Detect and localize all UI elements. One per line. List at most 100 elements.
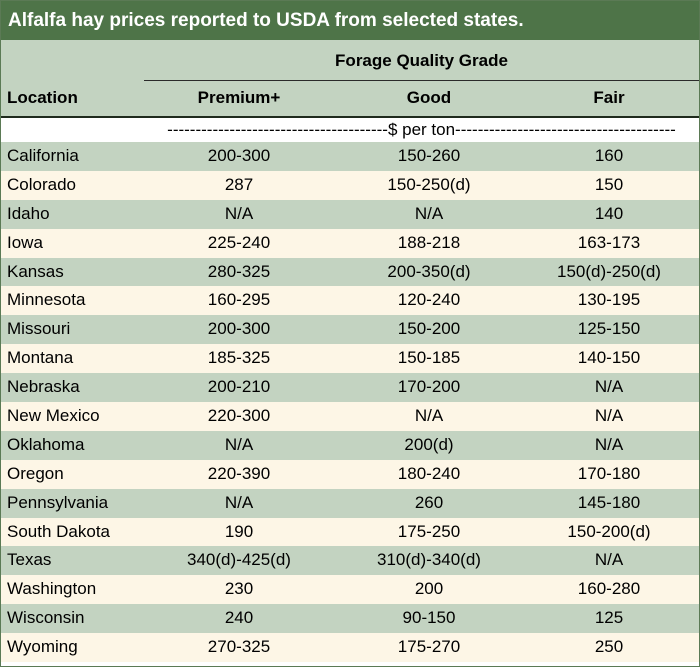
location-cell: California xyxy=(7,146,79,165)
fair-cell: N/A xyxy=(594,434,624,454)
premium-cell: N/A xyxy=(224,492,254,512)
table-header: Forage Quality Grade Location Premium+ G… xyxy=(1,40,699,118)
fair-cell: 150-200(d) xyxy=(567,521,651,541)
table-row: California 200-300 150-260 160 xyxy=(1,142,699,171)
premium-cell: 220-300 xyxy=(207,406,271,426)
fair-column-header: Fair xyxy=(593,88,625,107)
fair-cell: 163-173 xyxy=(577,232,641,252)
table-row: Wisconsin 240 90-150 125 xyxy=(1,604,699,634)
fair-cell: 160-280 xyxy=(577,579,641,599)
location-cell: Colorado xyxy=(7,174,76,194)
fair-cell: 150 xyxy=(594,174,624,194)
table-row: Idaho N/A N/A 140 xyxy=(1,199,699,229)
table-row: Wyoming 270-325 175-270 250 xyxy=(1,633,699,663)
good-cell: 310(d)-340(d) xyxy=(377,550,481,570)
fair-cell: 160 xyxy=(594,146,624,165)
fair-cell: 150(d)-250(d) xyxy=(557,261,661,281)
table-row: Iowa 225-240 188-218 163-173 xyxy=(1,228,699,258)
table-row: Missouri 200-300 150-200 125-150 xyxy=(1,315,699,345)
table-row: Nebraska 200-210 170-200 N/A xyxy=(1,373,699,403)
good-cell: 120-240 xyxy=(397,290,461,310)
good-cell: 200 xyxy=(414,579,444,599)
units-label: ---------------------------------------$… xyxy=(167,120,676,139)
good-cell: 175-270 xyxy=(397,637,461,657)
premium-cell: N/A xyxy=(224,203,254,223)
fair-cell: N/A xyxy=(594,550,624,570)
fair-cell: 140-150 xyxy=(577,348,641,368)
good-column-header: Good xyxy=(406,88,452,107)
location-cell: Minnesota xyxy=(7,290,86,310)
premium-cell: 280-325 xyxy=(207,261,271,281)
fair-cell: 125 xyxy=(594,608,624,628)
premium-cell: 220-390 xyxy=(207,463,271,483)
premium-cell: 270-325 xyxy=(207,637,271,657)
location-cell: Idaho xyxy=(7,203,50,223)
location-cell: Missouri xyxy=(7,319,71,339)
table-title: Alfalfa hay prices reported to USDA from… xyxy=(1,1,699,40)
location-cell: Wisconsin xyxy=(7,608,85,628)
forage-quality-grade-label: Forage Quality Grade xyxy=(335,51,508,70)
fair-cell: N/A xyxy=(594,377,624,397)
good-cell: 200(d) xyxy=(404,434,454,454)
header-divider-line xyxy=(144,80,699,81)
table-row: New Mexico 220-300 N/A N/A xyxy=(1,402,699,431)
good-cell: 175-250 xyxy=(397,521,461,541)
premium-cell: 160-295 xyxy=(207,290,271,310)
location-column-header: Location xyxy=(7,88,78,107)
location-cell: South Dakota xyxy=(7,521,111,541)
good-cell: 188-218 xyxy=(397,232,461,252)
units-row: ---------------------------------------$… xyxy=(1,118,699,142)
location-cell: Oregon xyxy=(7,463,64,483)
table-row: Minnesota 160-295 120-240 130-195 xyxy=(1,286,699,316)
location-cell: Wyoming xyxy=(7,637,78,657)
fair-cell: 125-150 xyxy=(577,319,641,339)
table-row: Pennsylvania N/A 260 145-180 xyxy=(1,488,699,518)
location-cell: Iowa xyxy=(7,232,43,252)
good-cell: 200-350(d) xyxy=(387,261,471,281)
good-cell: N/A xyxy=(414,406,444,426)
location-cell: Nebraska xyxy=(7,377,80,397)
table-row: Colorado 287 150-250(d) 150 xyxy=(1,170,699,200)
good-cell: N/A xyxy=(414,203,444,223)
premium-column-header: Premium+ xyxy=(197,88,281,107)
good-cell: 150-250(d) xyxy=(387,174,471,194)
premium-cell: 225-240 xyxy=(207,232,271,252)
fair-cell: N/A xyxy=(594,406,624,426)
table-row: Oregon 220-390 180-240 170-180 xyxy=(1,459,699,489)
good-cell: 150-260 xyxy=(397,146,461,165)
fair-cell: 145-180 xyxy=(577,492,641,512)
premium-cell: 190 xyxy=(224,521,254,541)
table-row: Washington 230 200 160-280 xyxy=(1,575,699,605)
good-cell: 90-150 xyxy=(402,608,456,628)
premium-cell: 200-300 xyxy=(207,146,271,165)
table-row: Oklahoma N/A 200(d) N/A xyxy=(1,430,699,460)
location-cell: New Mexico xyxy=(7,406,100,426)
premium-cell: 200-210 xyxy=(207,377,271,397)
premium-cell: 230 xyxy=(224,579,254,599)
location-cell: Washington xyxy=(7,579,97,599)
location-cell: Oklahoma xyxy=(7,434,85,454)
location-cell: Texas xyxy=(7,550,52,570)
table-row: South Dakota 190 175-250 150-200(d) xyxy=(1,517,699,547)
location-cell: Kansas xyxy=(7,261,64,281)
fair-cell: 170-180 xyxy=(577,463,641,483)
good-cell: 150-200 xyxy=(397,319,461,339)
good-cell: 170-200 xyxy=(397,377,461,397)
table-row: Kansas 280-325 200-350(d) 150(d)-250(d) xyxy=(1,257,699,287)
premium-cell: 200-300 xyxy=(207,319,271,339)
fair-cell: 140 xyxy=(594,203,624,223)
premium-cell: N/A xyxy=(224,434,254,454)
table-row: Montana 185-325 150-185 140-150 xyxy=(1,344,699,374)
location-cell: Montana xyxy=(7,348,74,368)
premium-cell: 287 xyxy=(224,174,254,194)
table-body: California 200-300 150-260 160 Colorado 287 15… xyxy=(1,142,699,663)
premium-cell: 240 xyxy=(224,608,254,628)
premium-cell: 340(d)-425(d) xyxy=(187,550,291,570)
fair-cell: 130-195 xyxy=(577,290,641,310)
premium-cell: 185-325 xyxy=(207,348,271,368)
table-row: Texas 340(d)-425(d) 310(d)-340(d) N/A xyxy=(1,546,699,576)
fair-cell: 250 xyxy=(594,637,624,657)
good-cell: 260 xyxy=(414,492,444,512)
good-cell: 180-240 xyxy=(397,463,461,483)
